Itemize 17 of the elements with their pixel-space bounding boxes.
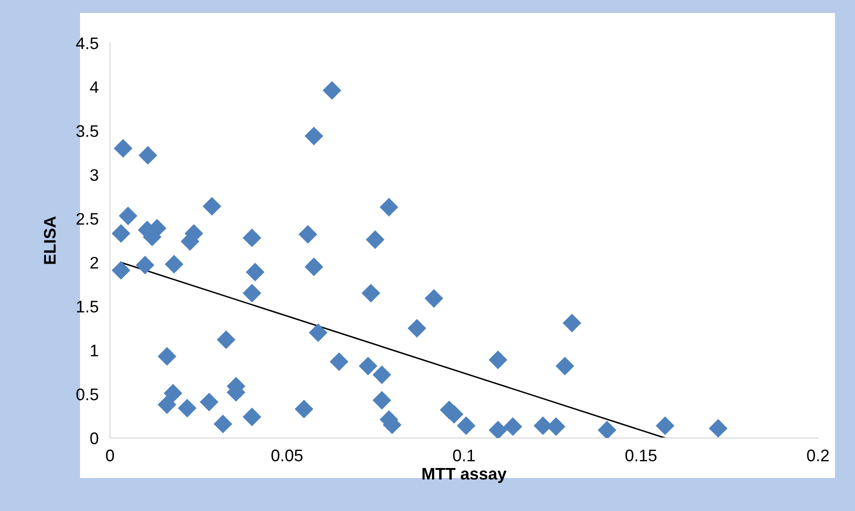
x-tick-label: 0.2 (807, 450, 829, 462)
y-tick-label: 4.5 (76, 38, 98, 50)
y-tick-label: 3 (90, 169, 98, 181)
y-tick-label: 1.5 (76, 300, 98, 313)
y-tick-label: 2.5 (76, 212, 98, 225)
x-tick-label: 0.15 (625, 450, 657, 462)
y-tick-label: 4 (90, 81, 98, 93)
x-tick-label: 0 (106, 450, 114, 462)
y-tick-label: 0.5 (76, 388, 98, 400)
x-tick-label: 0.05 (271, 450, 303, 462)
y-tick-label: 0 (90, 432, 98, 444)
x-tick-label: 0.1 (453, 450, 475, 462)
y-axis-title: ELISA (44, 216, 56, 264)
y-tick-label: 1 (90, 344, 98, 356)
y-tick-label: 3.5 (76, 125, 98, 137)
x-axis-title: MTT assay (422, 468, 507, 483)
y-tick-label: 2 (90, 256, 98, 268)
